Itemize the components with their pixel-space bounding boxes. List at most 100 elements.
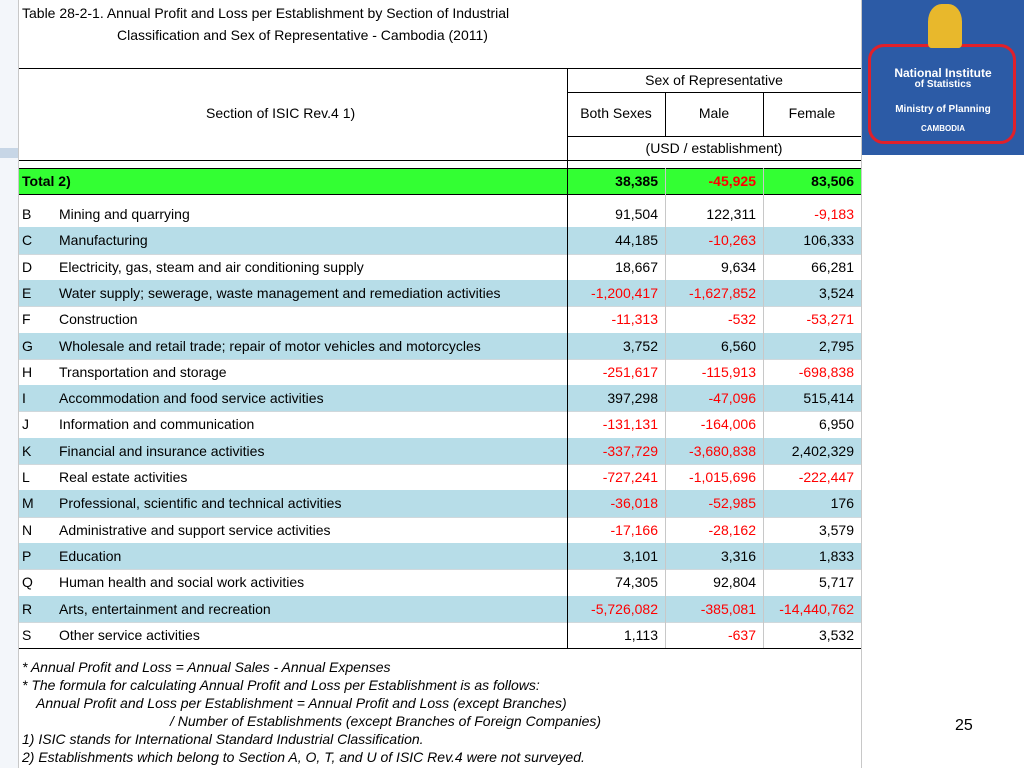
- section-name: Human health and social work activities: [59, 574, 305, 591]
- section-name: Transportation and storage: [59, 363, 227, 380]
- number-cell: 91,504: [615, 206, 658, 222]
- number-cell: 515,414: [803, 390, 854, 407]
- unit-label: (USD / establishment): [645, 140, 783, 156]
- number-cell: 2,795: [818, 337, 854, 354]
- section-name: Education: [59, 547, 122, 564]
- number-cell: 1,833: [818, 547, 854, 564]
- section-name: Professional, scientific and technical a…: [59, 495, 342, 512]
- row-line: [18, 306, 861, 308]
- number-cell: -131,131: [602, 416, 658, 433]
- number-cell: -5,726,082: [591, 600, 658, 617]
- number-cell: 397,298: [607, 390, 658, 407]
- number-cell: -337,729: [602, 442, 658, 459]
- footnote: Annual Profit and Loss per Establishment…: [36, 695, 567, 711]
- number-cell: -53,271: [806, 311, 854, 328]
- table-title: Table 28-2-1. Annual Profit and Loss per…: [22, 5, 510, 21]
- total-label: Total 2): [22, 173, 71, 189]
- row-line: [18, 516, 861, 518]
- rule: [861, 0, 862, 768]
- number-cell: -698,838: [798, 363, 854, 380]
- rule: [18, 194, 862, 195]
- number-cell: 66,281: [811, 258, 854, 275]
- number-cell: -532: [727, 311, 756, 328]
- row-band: [18, 279, 861, 307]
- row-line: [18, 411, 861, 413]
- section-name: Arts, entertainment and recreation: [59, 600, 271, 617]
- section-name: Real estate activities: [59, 469, 188, 485]
- section-name: Wholesale and retail trade; repair of mo…: [59, 337, 481, 354]
- number-cell: 3,752: [622, 337, 658, 354]
- left-band: [0, 148, 18, 158]
- section-name: Water supply; sewerage, waste management…: [59, 284, 501, 301]
- number-cell: 2,402,329: [791, 442, 854, 459]
- number-cell: 92,804: [713, 574, 756, 591]
- number-cell: -10,263: [708, 232, 756, 249]
- section-code: H: [22, 363, 33, 380]
- logo-country: CAMBODIA: [921, 124, 965, 133]
- number-cell: -251,617: [602, 363, 658, 380]
- number-cell: 6,560: [720, 337, 756, 354]
- table-title: Classification and Sex of Representative…: [117, 27, 488, 43]
- number-cell: 122,311: [706, 206, 756, 222]
- number-cell: -1,015,696: [689, 469, 756, 485]
- number-cell: -52,985: [708, 495, 756, 512]
- number-cell: -164,006: [700, 416, 756, 433]
- footnote: 1) ISIC stands for International Standar…: [22, 731, 424, 747]
- section-name: Electricity, gas, steam and air conditio…: [59, 258, 364, 275]
- number-cell: 176: [830, 495, 854, 512]
- number-cell: 3,524: [818, 284, 854, 301]
- number-cell: -11,313: [611, 311, 658, 328]
- rule: [18, 648, 862, 650]
- number-cell: 1,113: [624, 626, 658, 643]
- column-header: Male: [698, 105, 730, 121]
- section-name: Mining and quarrying: [59, 206, 190, 222]
- number-cell: 74,305: [615, 574, 658, 591]
- section-name: Accommodation and food service activitie…: [59, 390, 324, 407]
- section-code: D: [22, 258, 33, 275]
- section-name: Administrative and support service activ…: [59, 521, 331, 538]
- row-line: [18, 621, 861, 623]
- number-cell: -637: [727, 626, 756, 643]
- row-line: [18, 464, 861, 465]
- row-band: [18, 227, 861, 254]
- section-code: C: [22, 232, 33, 249]
- section-name: Financial and insurance activities: [59, 442, 265, 459]
- row-band: [18, 437, 861, 464]
- row-line: [18, 253, 861, 255]
- footnote: * The formula for calculating Annual Pro…: [22, 677, 540, 693]
- section-code: G: [22, 337, 33, 354]
- number-cell: 5,717: [818, 574, 854, 591]
- number-cell: -14,440,762: [779, 600, 854, 617]
- number-cell: 3,101: [622, 547, 658, 564]
- number-cell: 3,579: [818, 521, 854, 538]
- number-cell: 3,316: [720, 547, 756, 564]
- number-cell: 44,185: [615, 232, 658, 249]
- row-band: [18, 595, 861, 622]
- rule: [18, 0, 19, 768]
- number-cell: -385,081: [700, 600, 756, 617]
- rule: [18, 168, 862, 169]
- column-header: Female: [788, 105, 836, 121]
- number-cell: -45,925: [708, 173, 756, 189]
- number-cell: -9,183: [814, 206, 854, 222]
- row-band: [18, 332, 861, 359]
- rule: [567, 92, 862, 93]
- page-number: 25: [955, 717, 973, 734]
- section-name: Information and communication: [59, 416, 255, 433]
- row-line: [18, 358, 861, 360]
- number-cell: 9,634: [720, 258, 756, 275]
- number-cell: -36,018: [610, 495, 658, 512]
- row-band: [18, 385, 861, 412]
- number-cell: -1,200,417: [591, 284, 658, 301]
- column-header: Both Sexes: [580, 105, 652, 121]
- section-header: Section of ISIC Rev.4 1): [206, 105, 356, 121]
- section-code: L: [22, 469, 30, 485]
- left-strip: [0, 0, 18, 768]
- number-cell: -17,166: [610, 521, 658, 538]
- section-code: F: [22, 311, 31, 328]
- number-cell: -727,241: [602, 469, 658, 485]
- number-cell: -1,627,852: [689, 284, 756, 301]
- section-name: Manufacturing: [59, 232, 148, 249]
- rule: [763, 168, 764, 649]
